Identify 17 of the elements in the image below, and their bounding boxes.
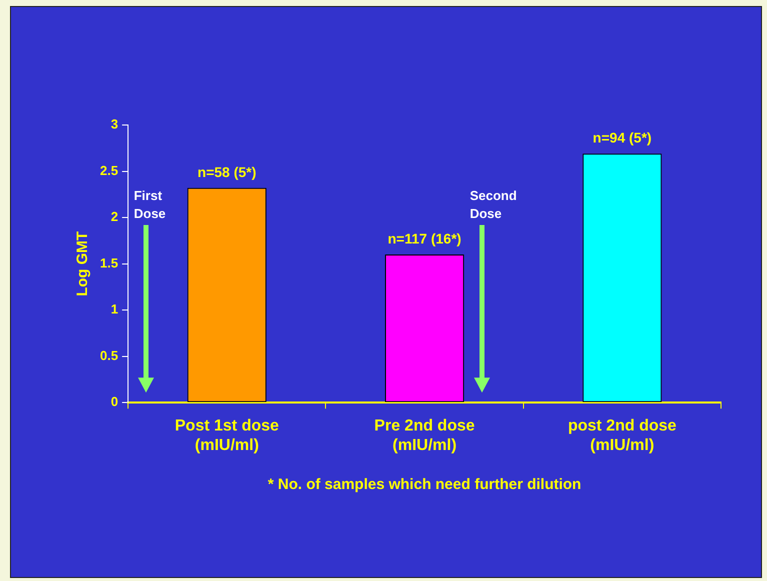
text: * No. of samples which need further dilution bbox=[268, 476, 582, 494]
y-tick-label: 2.5 bbox=[100, 162, 118, 178]
x-tick-label: post 2nd dose (mIU/ml) bbox=[568, 418, 677, 454]
y-tick-label: 2 bbox=[110, 209, 118, 224]
y-tick-label: 0.5 bbox=[100, 348, 118, 363]
y-tick-label: 1 bbox=[110, 302, 118, 317]
annotation: First Dose bbox=[134, 188, 166, 222]
y-tick-label: 1.5 bbox=[100, 255, 118, 270]
y-tick-label: 3 bbox=[110, 116, 118, 132]
y-axis-title: Log GMT bbox=[74, 231, 92, 296]
data-label: n=58 (5*) bbox=[198, 164, 256, 180]
x-tick-label: Pre 2nd dose (mIU/ml) bbox=[374, 418, 475, 454]
data-label: n=117 (16*) bbox=[388, 230, 462, 246]
x-tick-label: Post 1st dose (mIU/ml) bbox=[174, 418, 280, 454]
data-label: n=94 (5*) bbox=[592, 130, 652, 146]
y-tick-label: 0 bbox=[110, 394, 118, 410]
annotation: Second Dose bbox=[470, 188, 517, 222]
